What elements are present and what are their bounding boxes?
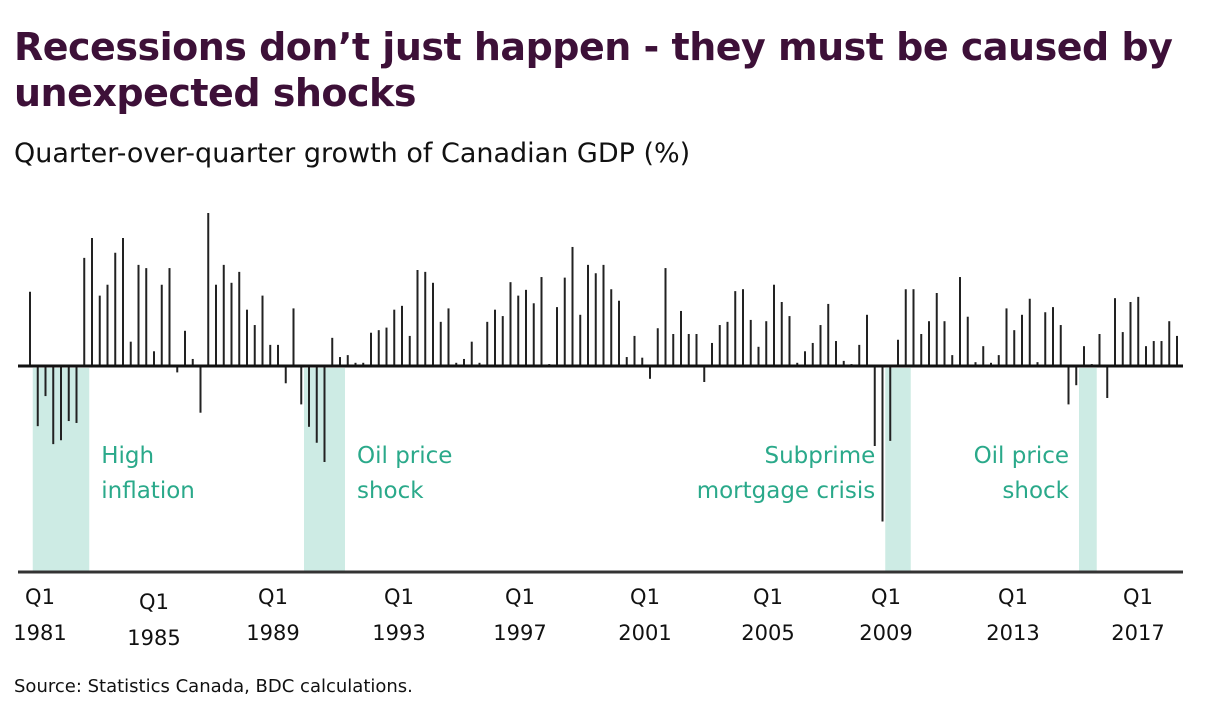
recession-annotation: mortgage crisis <box>697 478 876 504</box>
x-tick-label: 2017 <box>1111 621 1164 645</box>
x-tick-label: Q1 <box>384 585 414 609</box>
x-tick-label: Q1 <box>505 585 535 609</box>
x-tick-label: 1993 <box>372 621 425 645</box>
source-note: Source: Statistics Canada, BDC calculati… <box>14 676 413 697</box>
x-tick-label: Q1 <box>630 585 660 609</box>
chart-subtitle: Quarter-over-quarter growth of Canadian … <box>14 138 691 169</box>
recession-band <box>1079 368 1097 571</box>
x-tick-label: 2001 <box>618 621 671 645</box>
recession-annotation: shock <box>1002 478 1069 504</box>
recession-annotation: High <box>101 443 154 469</box>
recession-annotation: inflation <box>101 478 195 504</box>
chart-title: Recessions don’t just happen - they must… <box>14 25 1173 115</box>
x-tick-label: Q1 <box>258 585 288 609</box>
x-tick-label: Q1 <box>753 585 783 609</box>
x-tick-label: Q1 <box>1123 585 1153 609</box>
x-tick-label: 2013 <box>986 621 1039 645</box>
x-tick-label: Q1 <box>139 590 169 614</box>
x-tick-label: 1985 <box>127 626 180 650</box>
recession-annotation: Oil price <box>357 443 452 469</box>
x-tick-label: 1997 <box>493 621 546 645</box>
x-tick-label: 1981 <box>13 621 66 645</box>
recession-annotation: Oil price <box>974 443 1069 469</box>
x-tick-label: Q1 <box>25 585 55 609</box>
recession-band <box>885 368 911 571</box>
recession-annotation: shock <box>357 478 424 504</box>
x-tick-label: 1989 <box>246 621 299 645</box>
x-tick-label: Q1 <box>998 585 1028 609</box>
x-tick-label: Q1 <box>871 585 901 609</box>
x-tick-label: 2005 <box>741 621 794 645</box>
recession-annotation: Subprime <box>764 443 875 469</box>
x-tick-label: 2009 <box>859 621 912 645</box>
